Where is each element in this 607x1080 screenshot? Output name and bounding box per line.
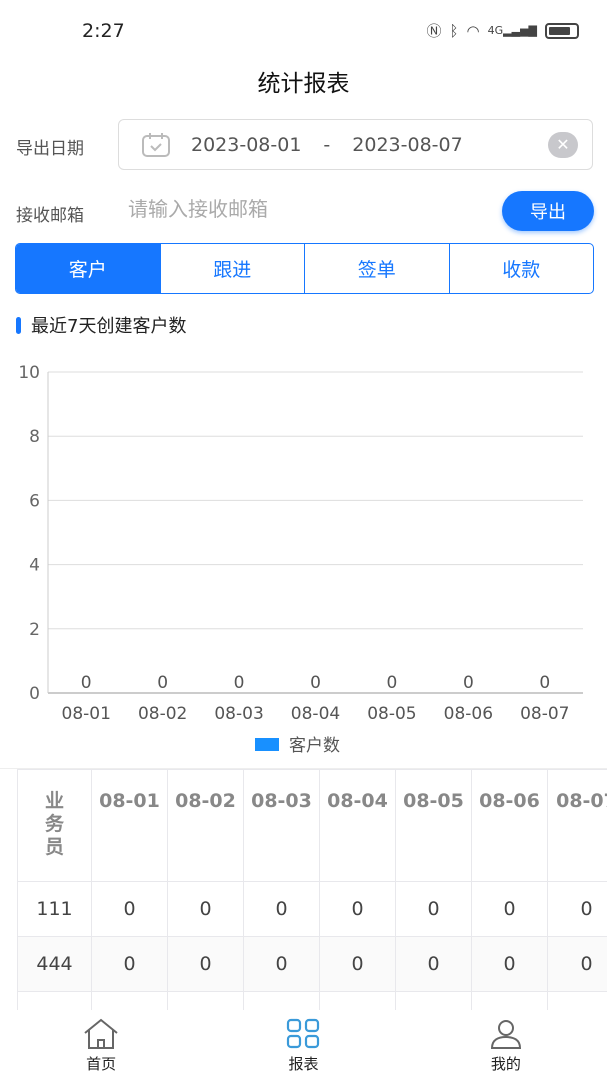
table-header-cell: 08-07 — [547, 769, 607, 882]
page-title: 统计报表 — [257, 71, 350, 97]
table-cell: 0 — [471, 991, 548, 1010]
table-cell: 0 — [91, 881, 168, 937]
tab-contract[interactable]: 签单 — [304, 244, 449, 293]
data-label: 0 — [157, 673, 168, 693]
grid-icon — [287, 1018, 320, 1049]
table-cell: 0 — [167, 881, 244, 937]
table-header-cell: 08-05 — [395, 769, 472, 882]
email-input[interactable] — [128, 197, 488, 221]
legend-label: 客户数 — [289, 736, 340, 756]
table-header-cell: 08-01 — [91, 769, 168, 882]
table-cell: 0 — [547, 881, 607, 937]
network-type: 4G — [487, 24, 504, 37]
y-tick-label: 6 — [29, 491, 40, 511]
x-tick-label: 08-02 — [138, 704, 187, 724]
data-label: 0 — [463, 673, 474, 693]
report-tabs: 客户 跟进 签单 收款 — [15, 243, 594, 294]
signal-icon: 4G▂▃▅▇ — [487, 24, 537, 37]
nav-home[interactable]: 首页 — [0, 1010, 202, 1080]
data-label: 0 — [234, 673, 245, 693]
wifi-icon: ◠ — [466, 21, 480, 40]
y-tick-label: 0 — [29, 684, 40, 704]
x-tick-label: 08-04 — [291, 704, 340, 724]
date-label: 导出日期 — [16, 139, 84, 159]
calendar-icon — [142, 132, 170, 157]
table-cell: 0 — [547, 991, 607, 1010]
clear-date-button[interactable]: ✕ — [548, 132, 578, 158]
date-end[interactable]: 2023-08-07 — [352, 133, 463, 156]
date-range-picker[interactable]: 2023-08-01 - 2023-08-07 ✕ — [118, 119, 593, 170]
table-cell: 0 — [547, 936, 607, 992]
table-cell: 0 — [167, 936, 244, 992]
battery-icon — [545, 22, 579, 39]
nav-mine[interactable]: 我的 — [405, 1010, 607, 1080]
nav-report[interactable]: 报表 — [202, 1010, 404, 1080]
table-row: 444 0 0 0 0 0 0 0 — [17, 936, 607, 992]
table-cell: 444 — [17, 936, 92, 992]
status-bar: 2:27 Ⓝ ᛒ ◠ 4G▂▃▅▇ — [0, 0, 607, 60]
nav-home-label: 首页 — [86, 1055, 117, 1073]
y-tick-label: 4 — [29, 556, 40, 576]
table-cell: 0 — [395, 881, 472, 937]
data-label: 0 — [310, 673, 321, 693]
export-button[interactable]: 导出 — [502, 191, 594, 231]
bottom-nav: 首页 报表 我的 — [0, 1010, 607, 1080]
nav-report-label: 报表 — [288, 1055, 319, 1073]
y-tick-label: 2 — [29, 620, 40, 640]
table-cell: 0 — [319, 936, 396, 992]
tab-followup[interactable]: 跟进 — [159, 244, 305, 293]
x-tick-label: 08-07 — [520, 704, 569, 724]
table-cell: 0 — [91, 936, 168, 992]
table-cell: 0 — [319, 881, 396, 937]
table-cell: 0 — [471, 936, 548, 992]
data-label: 0 — [539, 673, 550, 693]
table-row: 111 0 0 0 0 0 0 0 — [17, 881, 607, 937]
nav-mine-label: 我的 — [490, 1055, 521, 1073]
legend-swatch — [255, 738, 279, 751]
table-cell: 0 — [395, 936, 472, 992]
table-cell: 0 — [243, 936, 320, 992]
status-icons: Ⓝ ᛒ ◠ 4G▂▃▅▇ — [426, 20, 579, 41]
table-cell: 111 — [17, 881, 92, 937]
customer-chart: 0 2 4 6 8 10 0 08-01 0 08-02 0 08-03 0 08-04 0 08-05 0 08… — [18, 363, 583, 756]
table-cell: 0 — [91, 991, 168, 1010]
tab-payment[interactable]: 收款 — [448, 244, 594, 293]
user-icon — [490, 1020, 521, 1049]
table-header-cell: 08-04 — [319, 769, 396, 882]
nfc-icon: Ⓝ — [426, 22, 442, 40]
table-cell: 0 — [471, 881, 548, 937]
tab-customer[interactable]: 客户 — [16, 244, 160, 293]
table-header-cell: 业务员 — [17, 769, 92, 882]
table-cell: 0 — [395, 991, 472, 1010]
table-cell: 0 — [167, 991, 244, 1010]
data-label: 0 — [387, 673, 398, 693]
home-icon — [84, 1018, 118, 1049]
table-header-cell: 08-03 — [243, 769, 320, 882]
section-title: 最近7天创建客户数 — [31, 316, 187, 337]
table-row: 5550000000 — [17, 991, 607, 1010]
date-start[interactable]: 2023-08-01 — [191, 133, 302, 156]
table-cell: 555 — [17, 991, 92, 1010]
status-time: 2:27 — [82, 20, 125, 42]
data-label: 0 — [81, 673, 92, 693]
table-cell: 0 — [243, 991, 320, 1010]
table-cell: 0 — [243, 881, 320, 937]
table-header-cell: 08-02 — [167, 769, 244, 882]
x-tick-label: 08-03 — [214, 704, 263, 724]
email-label: 接收邮箱 — [16, 206, 84, 226]
table-header-cell: 08-06 — [471, 769, 548, 882]
x-tick-label: 08-05 — [367, 704, 416, 724]
section-header: 最近7天创建客户数 — [16, 312, 186, 338]
section-marker — [16, 316, 21, 334]
bluetooth-icon: ᛒ — [449, 21, 459, 40]
date-separator: - — [323, 133, 331, 156]
y-tick-label: 8 — [29, 427, 40, 447]
y-tick-label: 10 — [18, 363, 40, 383]
x-tick-label: 08-01 — [62, 704, 111, 724]
x-tick-label: 08-06 — [444, 704, 493, 724]
table-cell: 0 — [319, 991, 396, 1010]
